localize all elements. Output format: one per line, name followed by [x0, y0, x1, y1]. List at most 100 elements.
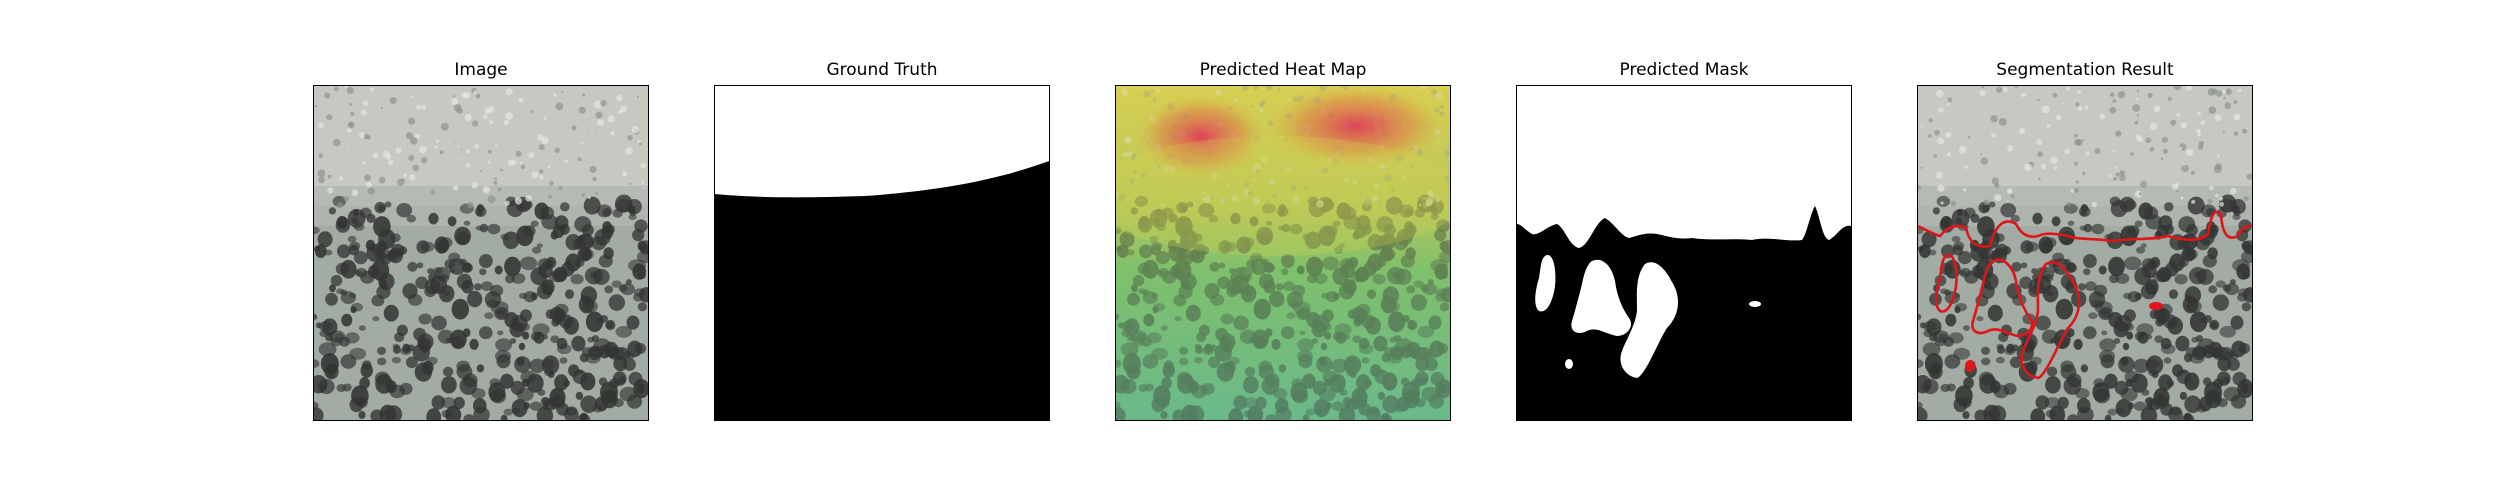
- texture-speckle: [1259, 102, 1265, 108]
- texture-spot: [2124, 199, 2137, 210]
- texture-spot: [1321, 256, 1340, 271]
- texture-spot: [1138, 288, 1146, 295]
- texture-spot: [428, 212, 439, 225]
- texture-spot: [1363, 261, 1377, 277]
- texture-speckle: [2010, 194, 2015, 198]
- texture-speckle: [475, 93, 481, 99]
- texture-speckle: [558, 186, 563, 191]
- texture-spot: [1391, 271, 1400, 279]
- texture-speckle: [1940, 201, 1944, 205]
- texture-speckle: [2014, 86, 2018, 88]
- texture-speckle: [1286, 166, 1292, 172]
- texture-speckle: [1322, 167, 1329, 174]
- texture-speckle: [531, 171, 539, 179]
- texture-spot: [1358, 343, 1374, 355]
- texture-spot: [1400, 344, 1413, 359]
- texture-spot: [2063, 376, 2082, 395]
- texture-spot: [583, 196, 601, 215]
- texture-speckle: [2181, 164, 2189, 173]
- texture-spot: [2186, 224, 2198, 237]
- texture-spot: [500, 414, 508, 420]
- texture-spot: [1415, 398, 1426, 408]
- texture-spot: [344, 332, 360, 344]
- texture-spot: [1263, 262, 1275, 273]
- texture-spot: [1132, 275, 1145, 287]
- texture-spot: [2241, 240, 2251, 252]
- texture-spot: [1383, 300, 1400, 313]
- texture-spot: [1174, 316, 1182, 322]
- texture-speckle: [1253, 86, 1258, 90]
- texture-speckle: [411, 95, 414, 98]
- texture-spot: [1239, 329, 1256, 344]
- texture-spot: [576, 234, 594, 251]
- texture-spot: [1207, 356, 1220, 369]
- texture-spot: [1323, 378, 1332, 387]
- texture-spot: [1922, 378, 1939, 395]
- texture-spot: [1932, 207, 1940, 215]
- texture-speckle: [1155, 87, 1161, 93]
- texture-spot: [2122, 342, 2130, 351]
- texture-spot: [1402, 381, 1420, 403]
- texture-speckle: [1937, 137, 1945, 145]
- texture-spot: [1236, 266, 1253, 281]
- texture-spot: [463, 220, 471, 226]
- texture-spot: [431, 395, 446, 410]
- texture-spot: [609, 378, 620, 389]
- texture-speckle: [1967, 135, 1971, 139]
- texture-speckle: [553, 93, 557, 97]
- texture-speckle: [547, 165, 551, 169]
- texture-speckle: [537, 134, 544, 141]
- texture-speckle: [2130, 152, 2134, 156]
- texture-speckle: [500, 168, 503, 172]
- texture-spot: [1281, 326, 1295, 340]
- texture-speckle: [1918, 185, 1922, 190]
- texture-spot: [1245, 290, 1252, 297]
- texture-spot: [336, 215, 348, 229]
- texture-spot: [1281, 254, 1295, 268]
- texture-spot: [1425, 351, 1434, 358]
- texture-speckle: [412, 164, 419, 172]
- texture-spot: [1921, 231, 1937, 248]
- texture-speckle: [358, 132, 365, 139]
- texture-speckle: [1928, 134, 1932, 138]
- texture-spot: [437, 329, 454, 344]
- texture-speckle: [640, 162, 647, 169]
- texture-spot: [1436, 343, 1449, 354]
- texture-speckle: [408, 117, 416, 125]
- texture-spot: [1415, 355, 1430, 372]
- texture-speckle: [1292, 195, 1300, 203]
- texture-spot: [1339, 258, 1355, 271]
- texture-spot: [1179, 346, 1188, 355]
- texture-spot: [1126, 249, 1135, 256]
- texture-spot: [396, 203, 413, 218]
- texture-spot: [2077, 283, 2086, 291]
- texture-speckle: [2112, 99, 2117, 103]
- texture-spot: [1438, 250, 1450, 264]
- texture-speckle: [631, 125, 639, 134]
- texture-spot: [1951, 208, 1970, 228]
- texture-speckle: [2136, 97, 2139, 101]
- texture-spot: [553, 266, 568, 282]
- texture-spot: [1139, 244, 1153, 259]
- texture-speckle: [479, 169, 482, 172]
- texture-spot: [1344, 334, 1351, 340]
- texture-spot: [2009, 356, 2022, 369]
- texture-spot: [1172, 246, 1180, 253]
- texture-spot: [1981, 357, 1991, 366]
- texture-speckle: [2225, 88, 2232, 95]
- texture-spot: [1430, 205, 1438, 214]
- texture-spot: [1176, 249, 1188, 260]
- texture-spot: [1183, 410, 1191, 417]
- texture-spot: [495, 338, 512, 352]
- texture-spot: [1306, 312, 1321, 328]
- texture-speckle: [641, 181, 645, 184]
- texture-speckle: [2197, 132, 2202, 137]
- texture-spot: [1134, 195, 1149, 207]
- texture-spot: [598, 377, 608, 386]
- texture-speckle: [1223, 197, 1228, 202]
- texture-spot: [1380, 246, 1394, 262]
- texture-spot: [1344, 259, 1356, 269]
- texture-spot: [1196, 332, 1207, 343]
- texture-spot: [2045, 376, 2061, 394]
- texture-spot: [1162, 270, 1177, 284]
